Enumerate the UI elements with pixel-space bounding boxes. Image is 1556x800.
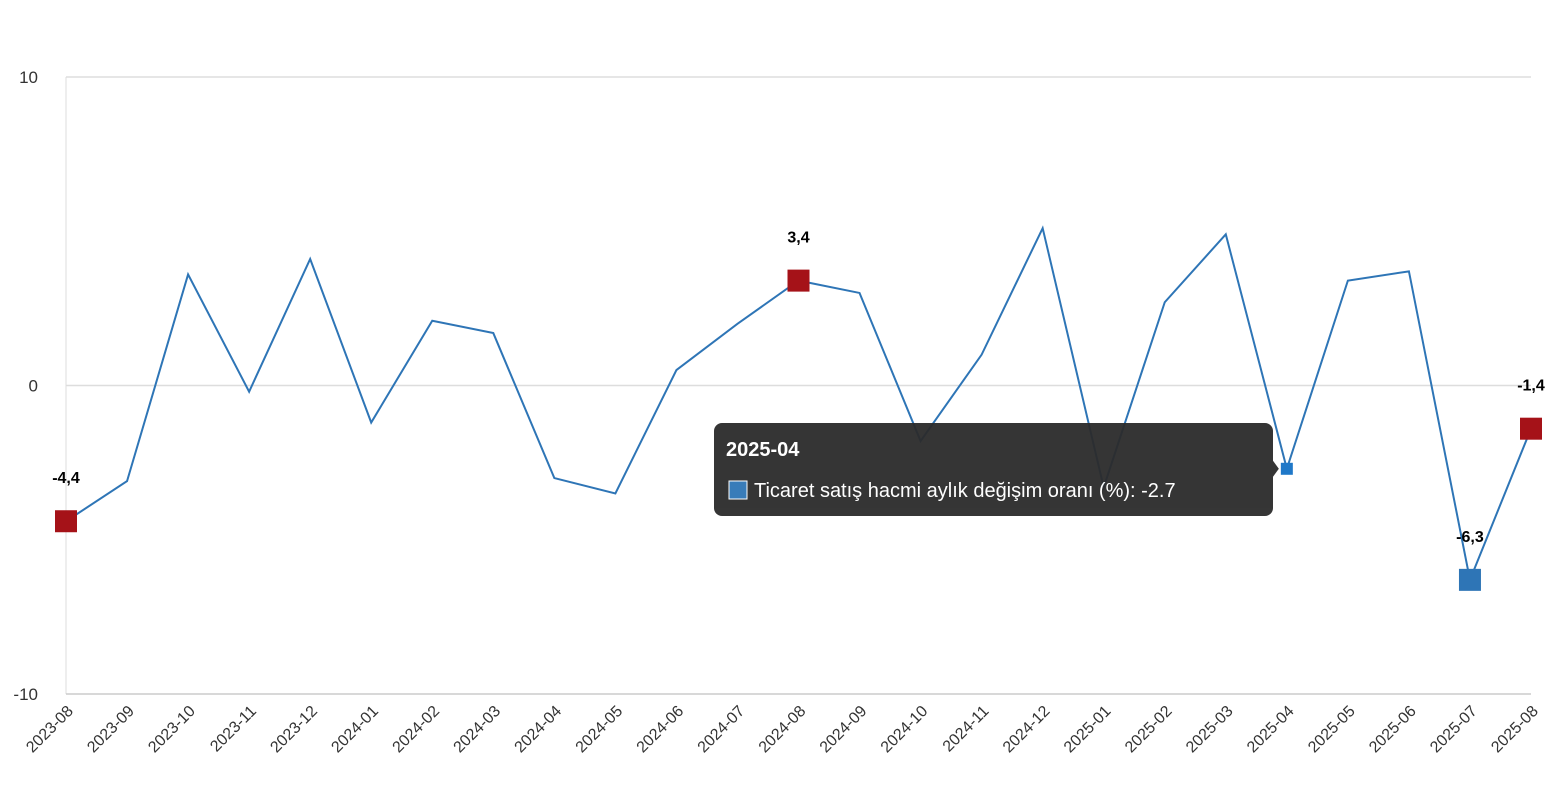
x-tick-label: 2024-03 [451,703,505,757]
highlight-marker [787,269,810,292]
y-tick-label: 0 [29,377,38,396]
x-tick-label: 2023-08 [23,703,77,757]
tooltip: 2025-04 Ticaret satış hacmi aylık değişim… [714,423,1279,516]
x-tick-label: 2025-05 [1305,703,1359,757]
x-tick-label: 2023-10 [145,703,199,757]
y-tick-label: 10 [19,68,38,87]
x-tick-label: 2024-07 [695,703,749,757]
data-label: -1,4 [1517,378,1545,395]
x-tick-label: 2025-04 [1244,703,1298,757]
x-tick-label: 2024-04 [512,703,566,757]
data-label: -4,4 [52,470,80,487]
x-tick-label: 2024-08 [756,703,810,757]
x-tick-label: 2025-06 [1366,703,1420,757]
x-tick-label: 2025-08 [1488,703,1542,757]
x-tick-label: 2024-06 [634,703,688,757]
x-tick-label: 2023-09 [84,703,138,757]
x-tick-label: 2024-10 [878,703,932,757]
x-tick-label: 2024-09 [817,703,871,757]
tooltip-text: Ticaret satış hacmi aylık değişim oranı … [754,480,1176,502]
highlight-marker [55,510,77,533]
tooltip-box [714,423,1273,516]
data-label: -6,3 [1456,529,1484,546]
x-tick-label: 2023-12 [267,703,321,757]
tooltip-swatch [728,480,748,500]
x-tick-label: 2023-11 [207,703,260,756]
y-tick-label: -10 [13,685,38,704]
x-tick-label: 2024-02 [390,703,444,757]
highlight-marker [1520,417,1542,440]
x-tick-label: 2025-01 [1061,703,1115,757]
highlight-marker [1458,568,1481,591]
data-label: 3,4 [787,230,809,247]
x-tick-label: 2024-11 [940,703,993,756]
x-tick-label: 2024-05 [573,703,627,757]
x-tick-label: 2025-07 [1427,703,1481,757]
x-tick-label: 2024-01 [328,703,382,757]
tooltip-arrow [1273,460,1279,477]
hover-marker [1280,462,1293,475]
x-tick-label: 2024-12 [1000,703,1054,757]
tooltip-title: 2025-04 [726,439,800,461]
x-tick-label: 2025-03 [1183,703,1237,757]
x-tick-label: 2025-02 [1122,703,1176,757]
